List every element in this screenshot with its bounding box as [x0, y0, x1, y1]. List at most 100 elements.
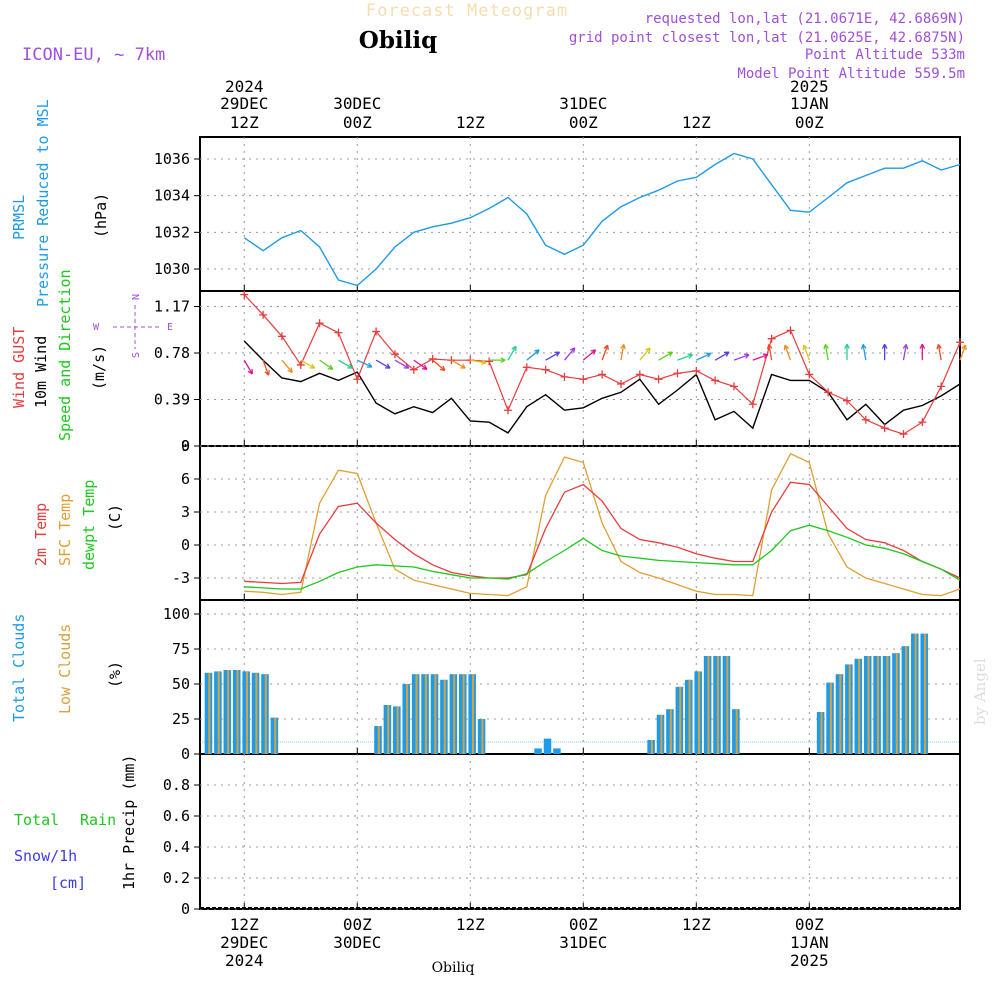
gust-marker	[277, 332, 286, 341]
wind-arrow-head	[287, 367, 293, 374]
low-cloud-bar	[716, 656, 719, 754]
gust-marker	[748, 400, 757, 409]
wind-arrow-head	[687, 353, 693, 359]
y-tick-label: 0.6	[163, 807, 190, 825]
wind-arrow-head	[881, 343, 888, 349]
temp-labels: 2m Temp SFC Temp dewpt Temp (C)	[32, 480, 124, 570]
low-cloud-bar	[396, 706, 399, 754]
wind-direction-arrow	[620, 344, 625, 361]
wind-direction-arrow	[394, 359, 410, 369]
bottom-axis-date: 31DEC	[559, 933, 607, 952]
wind-direction-arrow	[733, 354, 750, 361]
bottom-axis-year: 2024	[225, 951, 264, 970]
low-cloud-bar	[236, 670, 239, 754]
low-cloud-bar	[453, 674, 456, 754]
wind-labels: Wind GUST 10m Wind Speed and Direction (…	[10, 269, 173, 441]
gust-marker	[315, 319, 324, 328]
wind-arrow-head	[264, 370, 270, 376]
wind-arrow-head	[603, 344, 609, 351]
wind-dir-label: Speed and Direction	[56, 269, 74, 441]
wind-direction-arrow	[243, 359, 253, 375]
wind-direction-arrow	[300, 359, 315, 369]
low-cloud-bar	[867, 656, 870, 754]
low-cloud-bar	[377, 726, 380, 754]
total-cloud-bar	[534, 748, 542, 754]
point-altitude: Point Altitude 533m	[805, 47, 965, 63]
y-tick-label: 1030	[154, 260, 190, 278]
gust-marker	[824, 388, 833, 397]
wind-direction-arrow	[507, 345, 517, 361]
y-tick-label: 1036	[154, 150, 190, 168]
wind-arrow-head	[783, 344, 790, 351]
wind-arrow-head	[500, 357, 506, 364]
bottom-axis-hour: 00Z	[795, 915, 824, 934]
panel-frame	[199, 445, 961, 601]
low-cloud-bar	[848, 664, 851, 754]
gust-marker	[711, 376, 720, 385]
wind-direction-arrow	[959, 344, 967, 361]
y-tick-label: 25	[172, 710, 190, 728]
gust-marker	[259, 310, 268, 319]
watermark: by Angel	[971, 658, 989, 725]
low-cloud-bar	[669, 709, 672, 754]
temp-series	[244, 452, 961, 597]
y-tick-label: 0.8	[163, 776, 190, 794]
top-axis-hour: 00Z	[569, 113, 598, 132]
low-cloud-bar	[255, 672, 258, 754]
wind-arrow-head	[590, 349, 597, 355]
compass-n: N	[131, 294, 142, 300]
low-cloud-bar	[924, 633, 927, 754]
top-axis-date: 29DEC	[220, 94, 268, 113]
wind-arrow-head	[309, 363, 316, 369]
compass-rose: N S W E	[93, 294, 173, 358]
top-axis-hour: 12Z	[456, 113, 485, 132]
y-tick-label: 3	[181, 503, 190, 521]
bottom-axis-hour: 12Z	[456, 915, 485, 934]
rain-label-1: Total	[14, 811, 59, 829]
snow-unit-label: [cm]	[50, 874, 86, 892]
top-axis-hour: 12Z	[230, 113, 259, 132]
wind-direction-arrow	[470, 359, 487, 364]
prmsl-label: PRMSL	[10, 195, 28, 240]
wind-arrow-head	[620, 344, 626, 350]
gust-marker	[560, 372, 569, 381]
gust-marker	[692, 366, 701, 375]
low-cloud-bar	[443, 679, 446, 754]
gust-marker	[296, 360, 305, 369]
wind-direction-arrow	[714, 351, 730, 361]
sfc-label: SFC Temp	[56, 494, 74, 566]
panel-wind: 0 0.39 0.78 1.17	[154, 290, 961, 455]
low-cloud-bar	[264, 674, 267, 754]
low-cloud-bar	[829, 682, 832, 754]
wind-arrow-head	[534, 349, 540, 355]
gust-marker	[861, 415, 870, 424]
wind-arrow-head	[823, 344, 829, 350]
gust-marker	[598, 370, 607, 379]
bottom-axis-year: 2025	[790, 951, 829, 970]
wind-arrow-head	[705, 352, 712, 358]
requested-coords: requested lon,lat (21.0671E, 42.6869N)	[645, 11, 965, 27]
sfc-temp-line	[244, 452, 961, 597]
bottom-axis-date: 29DEC	[220, 933, 268, 952]
gust-marker	[409, 365, 418, 374]
wind-direction-arrow	[862, 344, 867, 361]
low-cloud-bar	[406, 684, 409, 754]
wind-arrow-head	[569, 347, 576, 353]
pressure-unit: (hPa)	[92, 193, 110, 238]
wind-direction-arrow	[432, 359, 446, 371]
wind-arrow-head	[860, 344, 867, 350]
low-cloud-bar	[886, 656, 889, 754]
low-cloud-bar	[914, 633, 917, 754]
y-tick-label: 0	[181, 900, 190, 918]
wind-direction-arrow	[545, 351, 560, 361]
gust-marker	[579, 375, 588, 384]
low-cloud-bar	[462, 674, 465, 754]
gust-marker	[353, 375, 362, 384]
low-clouds-label: Low Clouds	[56, 624, 74, 714]
low-cloud-bar	[471, 674, 475, 754]
low-cloud-bar	[434, 674, 437, 754]
gust-marker	[956, 338, 964, 347]
y-tick-label: 6	[181, 470, 190, 488]
bottom-axis-date: 1JAN	[790, 933, 829, 952]
